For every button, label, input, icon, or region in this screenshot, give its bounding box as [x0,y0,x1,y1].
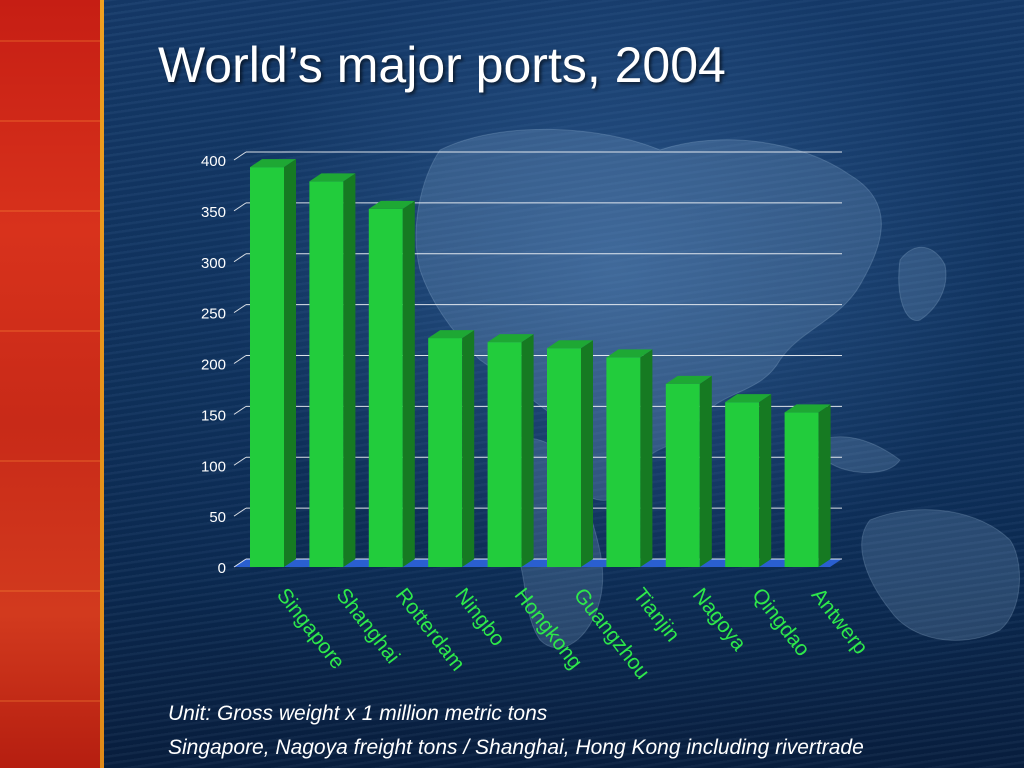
bar [547,348,581,567]
category-label: Nagoya [688,584,751,655]
bar-side [699,375,712,567]
gridline-diagonal [233,355,247,364]
bar [368,208,403,567]
bar-top [428,330,475,339]
bar-side [818,404,831,567]
gridline-diagonal [233,507,247,517]
y-tick-label: 200 [201,357,226,374]
bar-top [606,349,653,358]
bar-top [725,394,772,403]
y-tick-label: 300 [201,255,226,272]
bar-side [640,349,653,567]
y-tick-label: 50 [209,509,226,526]
y-tick-label: 400 [201,153,226,170]
bar-top [309,173,356,182]
gridline-diagonal [233,253,247,263]
category-label: Ningbo [450,584,509,651]
gridline-diagonal [233,202,247,212]
bar-side [343,173,356,567]
category-label: Qingdao [747,584,814,661]
decorative-gold-edge [100,0,104,768]
bar-side [402,200,415,567]
category-label: Tianjin [628,584,684,646]
y-tick-label: 150 [201,407,226,424]
bar-top [665,375,712,384]
bar-top [250,159,296,168]
bar-side [581,340,593,567]
bar-top [784,404,831,413]
gridline-diagonal [233,456,247,466]
bar-side [462,330,475,567]
bar-side [284,159,296,567]
bar [784,412,819,567]
slide-title: World’s major ports, 2004 [158,37,726,93]
bar-top [487,334,534,343]
y-tick-label: 350 [201,204,226,221]
bar [250,167,284,567]
bar-top [368,200,415,209]
y-tick-label: 100 [201,458,226,475]
bar [487,342,522,567]
decorative-red-band [0,0,102,768]
gridline-diagonal [233,304,247,314]
gridline-diagonal [233,558,247,568]
gridline-diagonal [233,405,247,415]
bar-side [759,394,772,567]
y-tick-label: 250 [201,306,226,323]
unit-note: Unit: Gross weight x 1 million metric to… [168,702,548,725]
gridline-diagonal [233,151,247,161]
footnote: Singapore, Nagoya freight tons / Shangha… [168,736,864,759]
bar [665,383,700,567]
bar [309,181,344,567]
bar-side [521,334,534,567]
bar-top [547,340,593,349]
bar [428,338,463,567]
category-label: Antwerp [807,584,873,659]
bar [725,402,760,567]
y-tick-label: 0 [218,560,226,577]
bar [606,357,641,567]
